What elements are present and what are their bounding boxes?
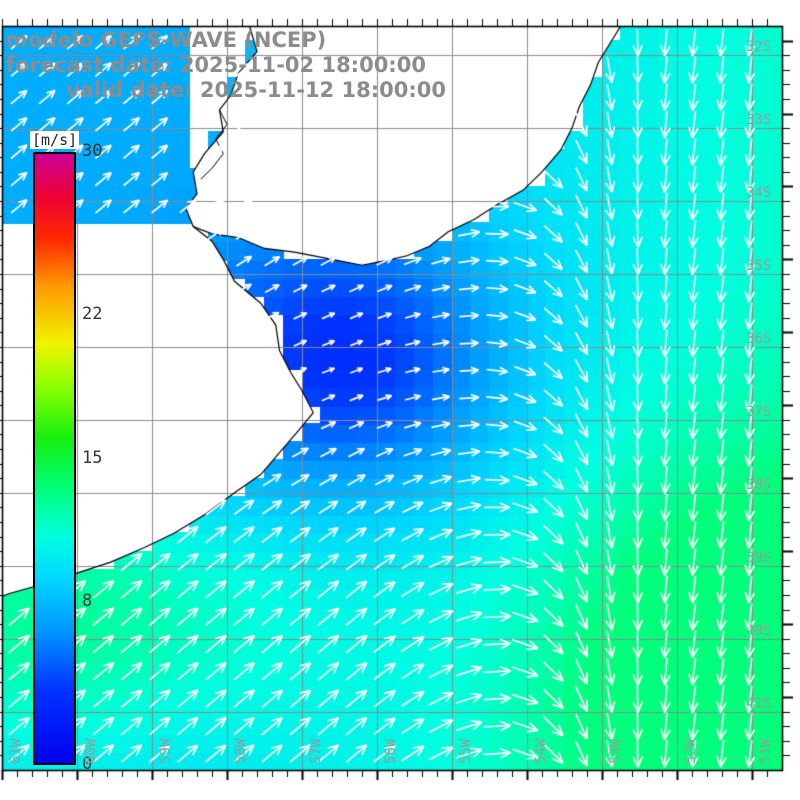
- wind-forecast-map: modelo GEFS-WAVE (NCEP) forecast date: 2…: [0, 0, 800, 800]
- wind-field-canvas: [0, 0, 800, 800]
